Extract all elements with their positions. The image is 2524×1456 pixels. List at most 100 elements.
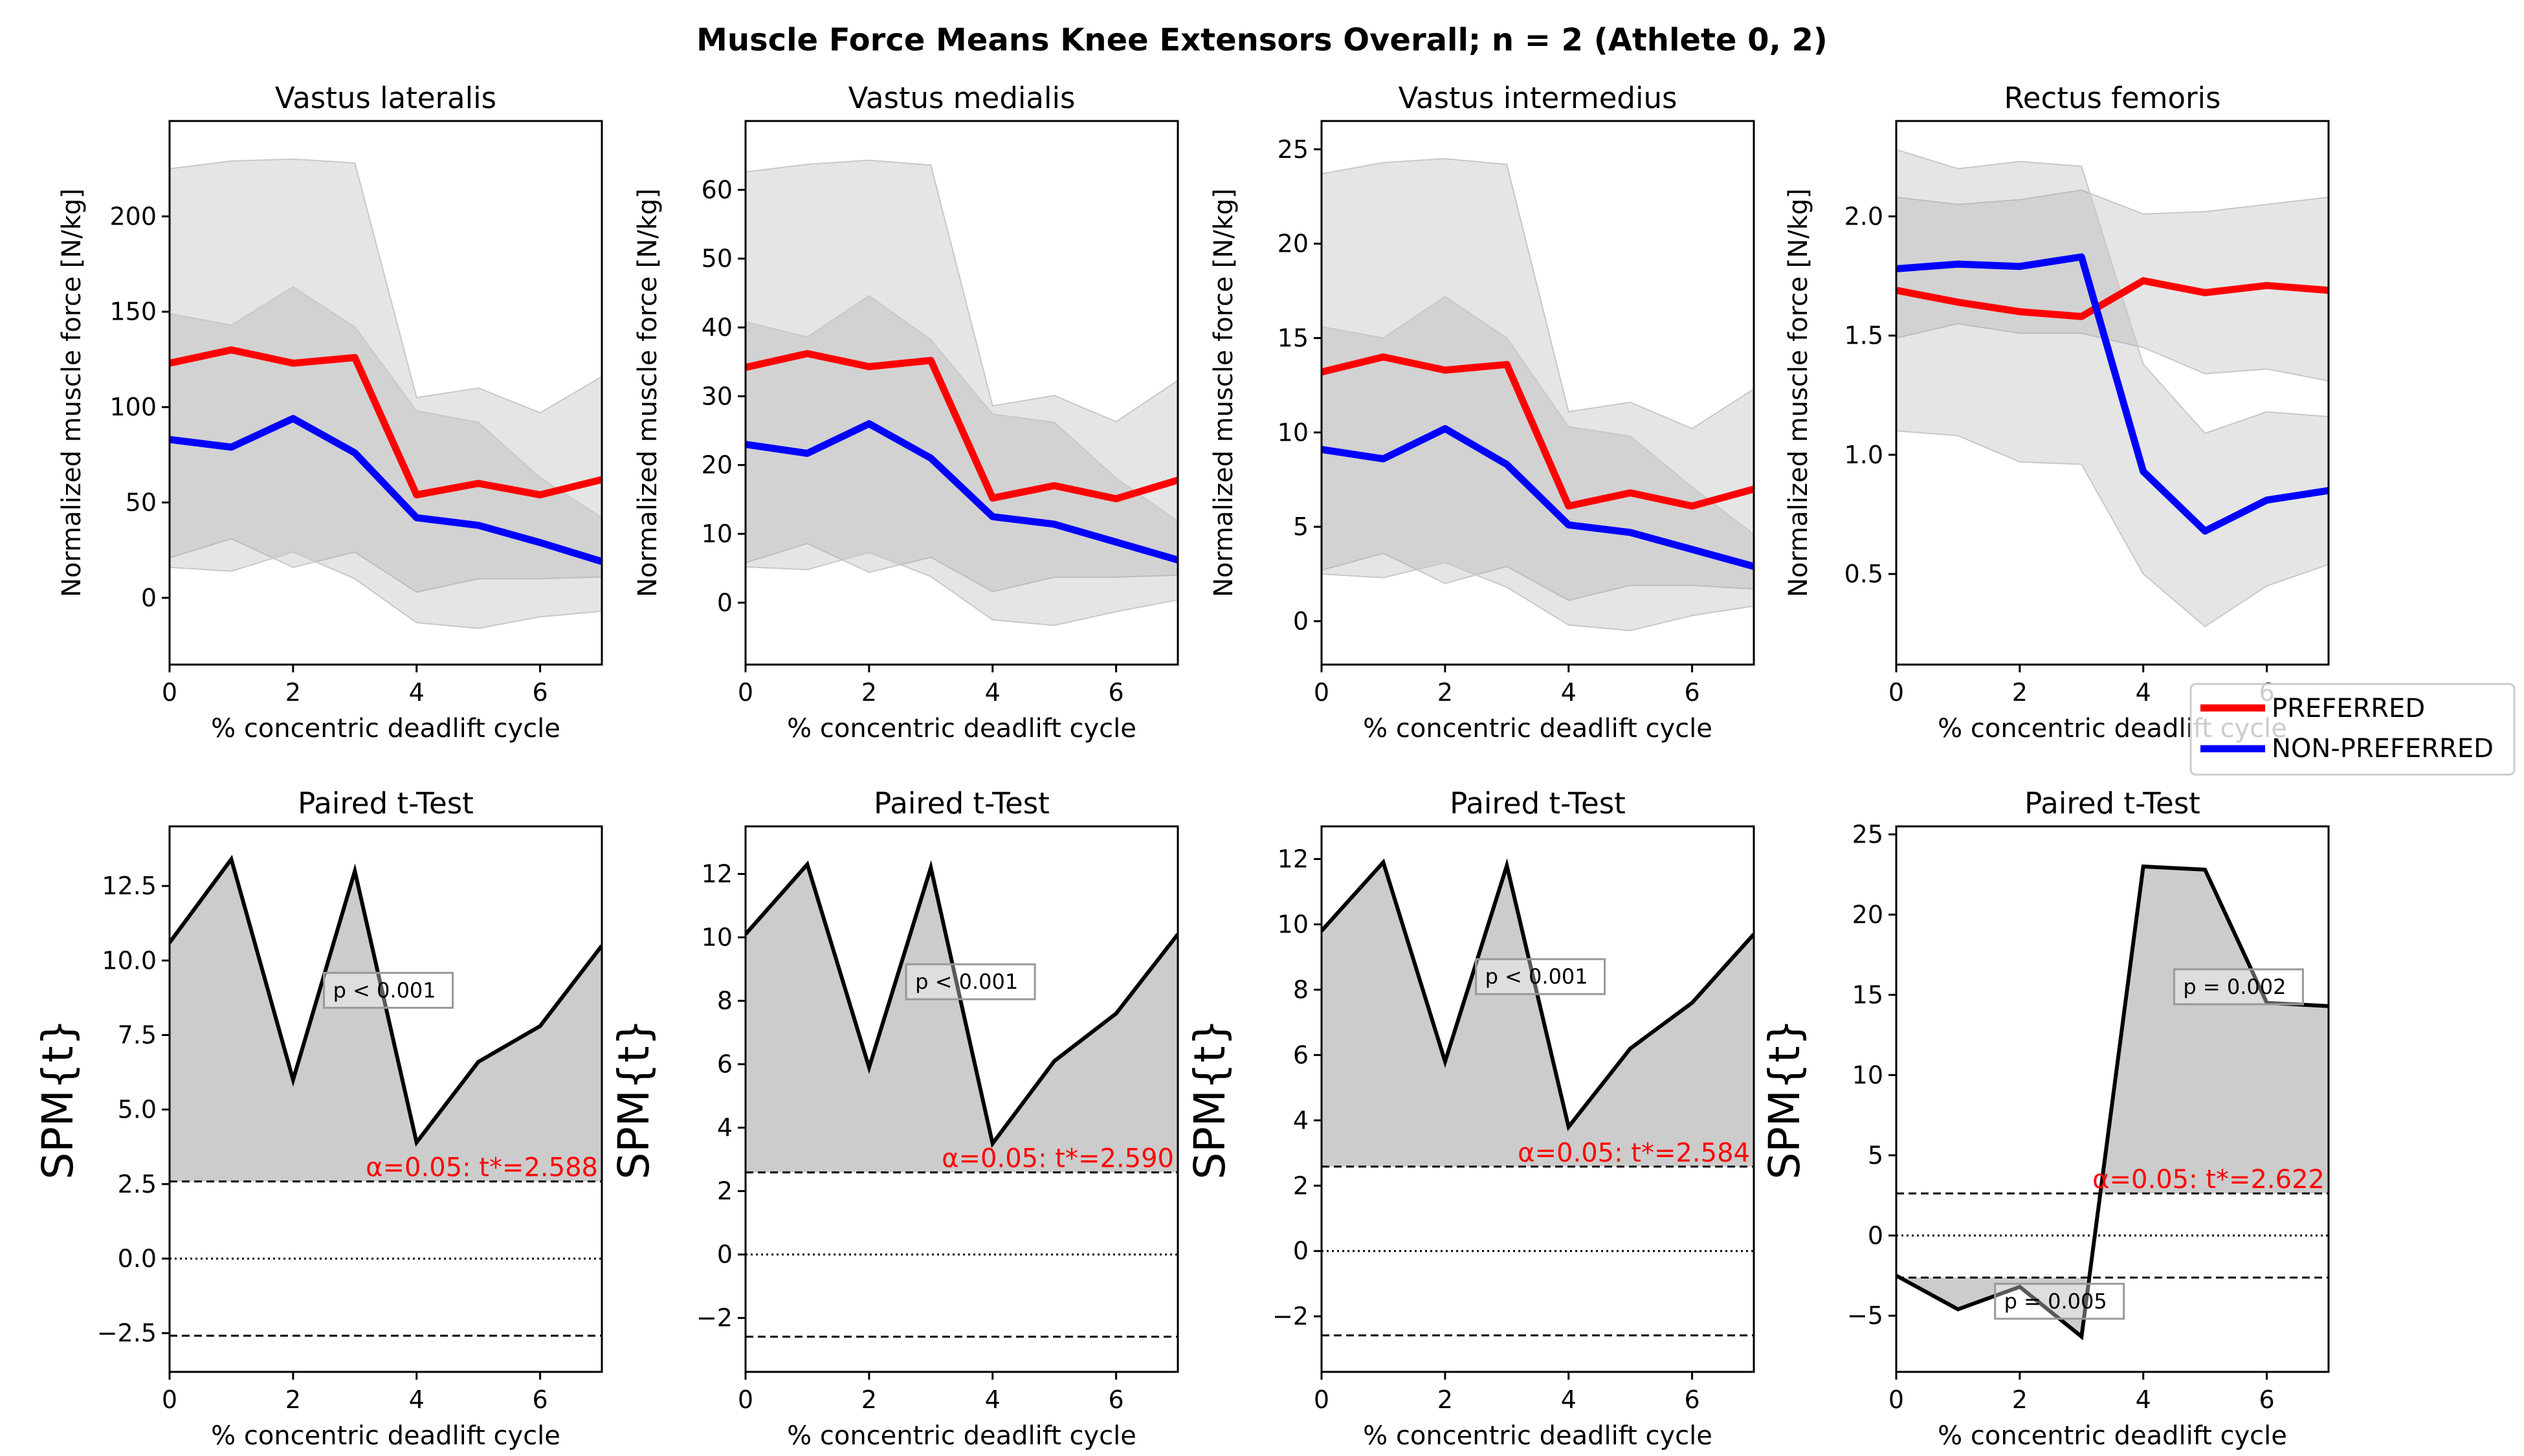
data-point: [2266, 1002, 2268, 1004]
y-axis-label: Normalized muscle force [N/kg]: [57, 188, 87, 597]
p-value-label-1: p < 0.001: [333, 978, 436, 1002]
y-tick-label: 0: [1293, 607, 1309, 635]
x-tick-label: 6: [2259, 1385, 2274, 1414]
cluster-fill-1: [170, 859, 602, 1182]
data-point: [478, 483, 479, 484]
data-point: [992, 516, 993, 517]
data-point: [416, 494, 417, 496]
y-tick-label: 0: [717, 588, 733, 617]
panel-7: α=0.05: t*=2.584 p < 0.001 0 2 4 6 −2 0 2 4 6 8 10 12…: [1185, 786, 1755, 1451]
cluster-fill-2: [1896, 1275, 2086, 1337]
cluster-fill-1: [746, 864, 1178, 1173]
x-tick-label: 2: [1437, 678, 1453, 707]
x-axis-label: % concentric deadlift cycle: [211, 1421, 560, 1451]
y-tick-label: 15: [1278, 324, 1309, 352]
y-tick-label: 50: [702, 245, 733, 273]
y-tick-label: 0: [1293, 1237, 1309, 1265]
data-point: [2019, 266, 2020, 267]
y-tick-label: 10: [1852, 1061, 1883, 1089]
x-tick-label: 4: [1561, 1385, 1577, 1414]
plot-area: [746, 159, 1178, 626]
y-tick-label: 200: [109, 202, 157, 230]
axes-frame: [744, 825, 1179, 1373]
x-tick-label: 4: [985, 678, 1001, 707]
x-tick-label: 4: [409, 1385, 425, 1414]
y-tick-label: 0: [717, 1241, 733, 1269]
y-tick-label: −5: [1847, 1301, 1883, 1330]
series-preferred-line: [1896, 277, 2329, 320]
p-value-box-1: [905, 963, 1036, 1000]
x-tick-label: 6: [532, 1385, 548, 1414]
figure-title: Muscle Force Means Knee Extensors Overal…: [696, 22, 1828, 58]
data-point: [992, 1143, 993, 1144]
data-point: [478, 1061, 479, 1063]
sd-band-1: [746, 159, 1178, 593]
y-tick-label: 25: [1278, 135, 1309, 164]
legend: PREFERRED NON-PREFERRED: [2189, 683, 2516, 776]
data-point: [2081, 256, 2082, 258]
y-tick-label: 7.5: [118, 1020, 157, 1049]
data-point: [2081, 316, 2082, 317]
data-point: [1382, 862, 1384, 863]
y-axis-label: SPM{t}: [1185, 1019, 1235, 1180]
y-tick-label: 12: [1278, 844, 1309, 873]
x-tick-label: 0: [1888, 1385, 1904, 1414]
y-axis-label: SPM{t}: [1760, 1019, 1810, 1180]
x-tick-label: 2: [861, 1385, 877, 1414]
y-tick-label: 60: [702, 175, 733, 204]
y-tick-label: 6: [1293, 1041, 1309, 1069]
y-tick-label: 0: [141, 584, 157, 612]
sd-band-2: [1322, 296, 1754, 632]
y-tick-label: −2: [696, 1304, 733, 1332]
y-axis-label: SPM{t}: [609, 1019, 659, 1180]
data-point: [1630, 492, 1631, 494]
series-non-preferred-line: [1322, 425, 1754, 570]
plot-area: [746, 860, 1178, 1338]
y-tick-label: 10: [1278, 910, 1309, 938]
y-axis-label: Normalized muscle force [N/kg]: [1784, 188, 1813, 597]
axes-frame: [168, 120, 603, 666]
threshold-label: α=0.05: t*=2.590: [942, 1144, 1174, 1174]
y-tick-label: 1.5: [1844, 322, 1883, 350]
y-tick-label: 0.5: [1844, 560, 1883, 588]
spm-t-line: [1322, 858, 1754, 1132]
panel-title: Paired t-Test: [1450, 786, 1626, 821]
legend-frame: [2189, 683, 2516, 776]
p-value-box-1: [2173, 968, 2304, 1006]
panel-3: 0 2 4 6 0 5 10 15 20 25 Vastus intermedius % concen…: [1209, 81, 1755, 744]
series-non-preferred-line: [746, 420, 1178, 564]
panel-title: Rectus femoris: [2004, 81, 2221, 115]
data-point: [806, 353, 808, 354]
sd-band-2: [746, 294, 1178, 626]
panel-8: α=0.05: t*=2.622 p = 0.002 p = 0.005 0 2 4 6 −5…: [1760, 786, 2330, 1451]
plot-area: [1322, 858, 1754, 1337]
x-axis-label: % concentric deadlift cycle: [787, 1421, 1136, 1451]
y-tick-label: 20: [702, 451, 733, 480]
spm-t-line: [1896, 864, 2329, 1341]
y-tick-label: 2.5: [118, 1170, 157, 1198]
x-tick-label: 0: [738, 1385, 753, 1414]
data-point: [2266, 285, 2268, 286]
plot-area: [1896, 149, 2329, 628]
x-tick-label: 6: [1108, 1385, 1124, 1414]
panel-6: α=0.05: t*=2.590 p < 0.001 0 2 4 6 −2 0 2 4 6 8 10 12…: [609, 786, 1179, 1451]
sd-band-1: [1896, 189, 2329, 382]
data-point: [1054, 485, 1055, 486]
axes-frame: [1320, 120, 1755, 666]
series-preferred-line: [746, 349, 1178, 503]
axes-frame: [1895, 825, 2330, 1373]
plot-area: [1896, 864, 2329, 1341]
legend-label-preferred: PREFERRED: [2272, 694, 2425, 723]
y-tick-label: −2: [1272, 1302, 1309, 1330]
x-axis-label: % concentric deadlift cycle: [1363, 714, 1712, 744]
axes-frame: [1320, 825, 1755, 1373]
y-tick-label: 2: [1293, 1171, 1309, 1200]
series-preferred-line: [1322, 353, 1754, 510]
p-value-label-1: p < 0.001: [915, 969, 1018, 994]
y-tick-label: −2.5: [97, 1319, 157, 1347]
spm-t-line: [746, 860, 1178, 1149]
y-axis-label: Normalized muscle force [N/kg]: [1209, 188, 1239, 597]
p-value-label-1: p = 0.002: [2183, 975, 2286, 999]
